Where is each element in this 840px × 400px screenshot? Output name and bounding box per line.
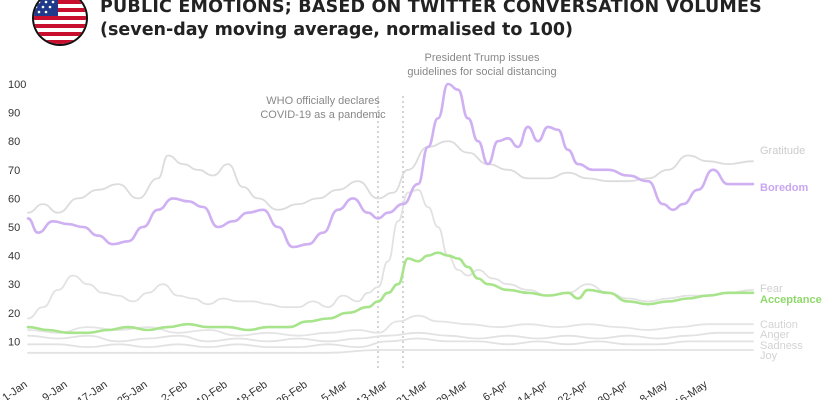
x-tick-label: 26-Feb: [274, 379, 309, 400]
y-tick-label: 40: [8, 251, 20, 263]
series-line-fear: [27, 188, 754, 320]
y-tick-label: 30: [8, 279, 20, 291]
us-flag-icon: [32, 0, 88, 46]
x-tick-label: 18-Feb: [234, 379, 269, 400]
x-tick-label: 2-Feb: [159, 379, 189, 400]
x-tick-label: 17-Jan: [75, 379, 109, 400]
x-tick-label: 25-Jan: [115, 379, 149, 400]
y-tick-label: 90: [8, 108, 20, 120]
y-tick-label: 70: [8, 165, 20, 177]
y-tick-label: 80: [8, 136, 20, 148]
chart-title: PUBLIC EMOTIONS; BASED ON TWITTER CONVER…: [100, 0, 762, 17]
y-tick-label: 20: [8, 308, 20, 320]
y-tick-label: 60: [8, 193, 20, 205]
series-label-gratitude: Gratitude: [760, 145, 805, 157]
y-tick-label: 10: [8, 336, 20, 348]
series-line-joy: [27, 349, 754, 354]
x-tick-label: 9-Jan: [40, 379, 69, 400]
x-tick-label: 30-Apr: [596, 378, 630, 400]
series-line-anger: [27, 331, 754, 343]
series-line-acceptance: [26, 251, 755, 335]
x-tick-label: 6-Apr: [481, 378, 510, 400]
series-line-caution: [27, 314, 754, 337]
x-tick-label: 1-Jan: [0, 379, 29, 400]
annotation-text: President Trump issues: [425, 52, 540, 64]
series-label-boredom: Boredom: [760, 182, 809, 194]
annotation-text: guidelines for social distancing: [407, 66, 556, 78]
series-label-sadness: Sadness: [760, 340, 803, 352]
x-tick-label: 16-May: [673, 378, 710, 400]
annotation-text: WHO officially declares: [266, 95, 380, 107]
chart-subtitle: (seven-day moving average, normalised to…: [100, 20, 574, 40]
series-label-caution: Caution: [760, 319, 798, 331]
x-tick-label: 10-Feb: [194, 379, 229, 400]
x-tick-label: 5-Mar: [319, 378, 350, 400]
series-label-fear: Fear: [760, 283, 783, 295]
series-label-joy: Joy: [760, 350, 778, 362]
x-tick-label: 13-Mar: [354, 378, 390, 400]
annotation-text: COVID-19 as a pandemic: [260, 109, 386, 121]
series-label-acceptance: Acceptance: [760, 294, 822, 306]
x-tick-label: 22-Apr: [556, 378, 590, 400]
y-tick-label: 100: [8, 79, 26, 91]
x-tick-label: 21-Mar: [394, 378, 430, 400]
x-tick-label: 8-May: [638, 378, 670, 400]
x-tick-label: 29-Mar: [434, 378, 470, 400]
series-line-boredom: [26, 82, 755, 249]
series-line-sadness: [27, 337, 754, 349]
series-label-anger: Anger: [760, 329, 790, 341]
y-tick-label: 50: [8, 222, 20, 234]
series-line-gratitude: [27, 140, 754, 214]
x-tick-label: 14-Apr: [516, 378, 550, 400]
